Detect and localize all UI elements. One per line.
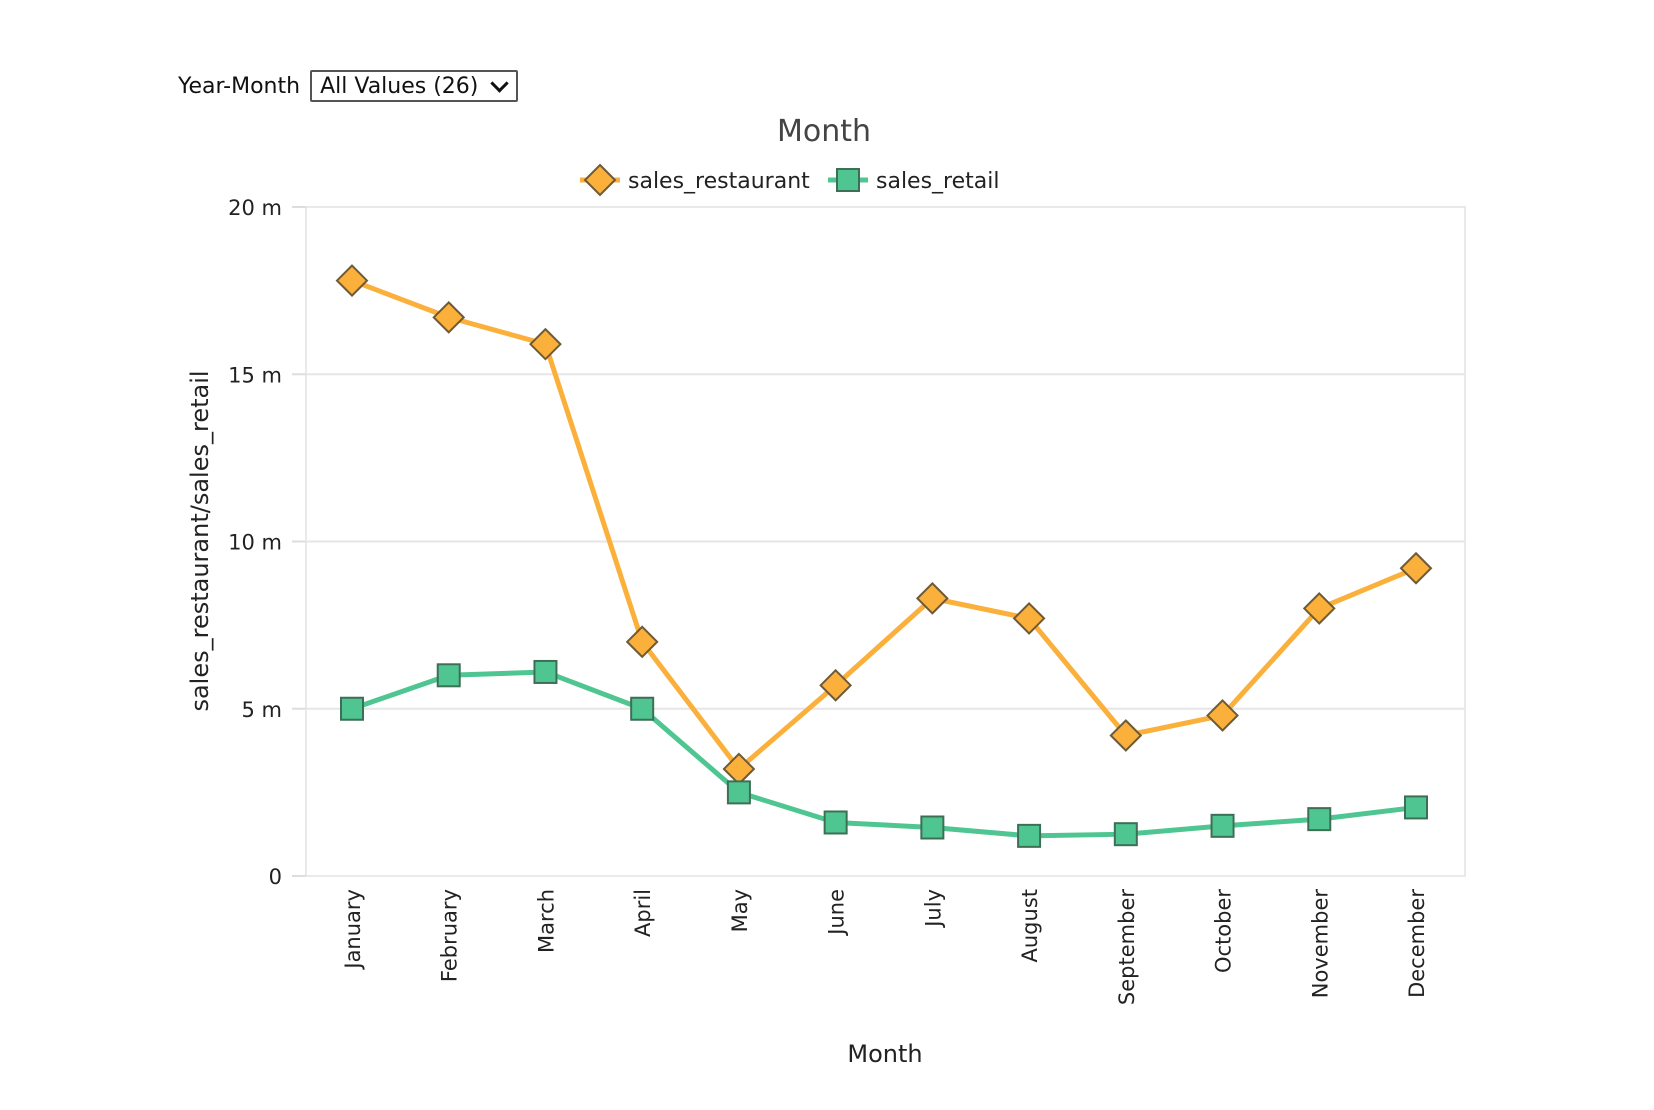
series-sales_retail — [340, 659, 1428, 848]
x-tick-label: May — [728, 889, 752, 932]
grid-lines — [306, 373, 1465, 710]
x-tick-label: November — [1308, 889, 1332, 999]
x-tick-label: January — [341, 889, 365, 971]
data-point — [1399, 551, 1433, 585]
series-line — [351, 278, 1417, 772]
x-tick-label: March — [534, 889, 558, 953]
x-axis-ticks: January February March April May June July Augu… — [341, 889, 1429, 1005]
data-point — [436, 663, 461, 688]
data-point — [1113, 822, 1138, 847]
x-tick-label: December — [1405, 889, 1429, 998]
legend-label: sales_retail — [876, 169, 999, 194]
x-tick-label: October — [1212, 889, 1236, 973]
legend-item-sales_retail: sales_retail — [828, 168, 999, 194]
chart-title: Month — [777, 114, 871, 149]
data-point — [625, 625, 659, 659]
data-point — [1307, 807, 1332, 832]
legend: sales_restaurant sales_retail — [580, 163, 999, 197]
y-tick-label: 15 m — [228, 363, 282, 387]
legend-marker — [583, 163, 617, 197]
series-group — [335, 264, 1433, 848]
legend-item-sales_restaurant: sales_restaurant — [580, 163, 810, 197]
x-tick-label: September — [1115, 889, 1139, 1005]
filter-label: Year-Month — [178, 73, 301, 99]
x-tick-label: April — [631, 889, 655, 937]
data-point — [1206, 699, 1239, 732]
y-tick-label: 0 — [269, 865, 282, 889]
x-tick-label: June — [825, 889, 849, 937]
y-tick-label: 5 m — [242, 698, 283, 722]
data-point — [533, 659, 558, 684]
data-point — [823, 810, 848, 835]
y-tick-label: 20 m — [228, 196, 282, 220]
legend-marker — [836, 168, 860, 192]
data-point — [335, 264, 369, 298]
year-month-select[interactable]: All Values (26) — [310, 70, 519, 102]
series-line — [351, 669, 1417, 839]
y-tick-label: 10 m — [228, 531, 282, 555]
data-point — [920, 815, 945, 840]
data-point — [1109, 719, 1143, 752]
data-point — [529, 327, 562, 361]
x-tick-label: July — [921, 889, 945, 929]
data-point — [726, 780, 751, 805]
y-axis-title: sales_restaurant/sales_retail — [186, 370, 214, 711]
x-tick-label: August — [1018, 889, 1042, 963]
x-tick-label: February — [438, 889, 462, 982]
legend-label: sales_restaurant — [628, 169, 810, 194]
x-axis-title: Month — [847, 1040, 922, 1068]
year-month-filter: Year-Month All Values (26) — [178, 70, 519, 102]
select-value: All Values (26) — [320, 73, 479, 99]
series-sales_restaurant — [335, 264, 1433, 786]
data-point — [432, 300, 466, 334]
data-point — [915, 581, 949, 615]
data-point — [1017, 823, 1042, 848]
data-point — [1210, 813, 1235, 838]
data-point — [630, 696, 655, 721]
data-point — [1012, 602, 1046, 635]
y-axis-ticks: 0 5 m 10 m 15 m 20 m — [228, 196, 306, 889]
data-point — [1302, 591, 1336, 625]
data-point — [1404, 795, 1428, 820]
data-point — [340, 696, 364, 721]
data-point — [819, 668, 853, 702]
